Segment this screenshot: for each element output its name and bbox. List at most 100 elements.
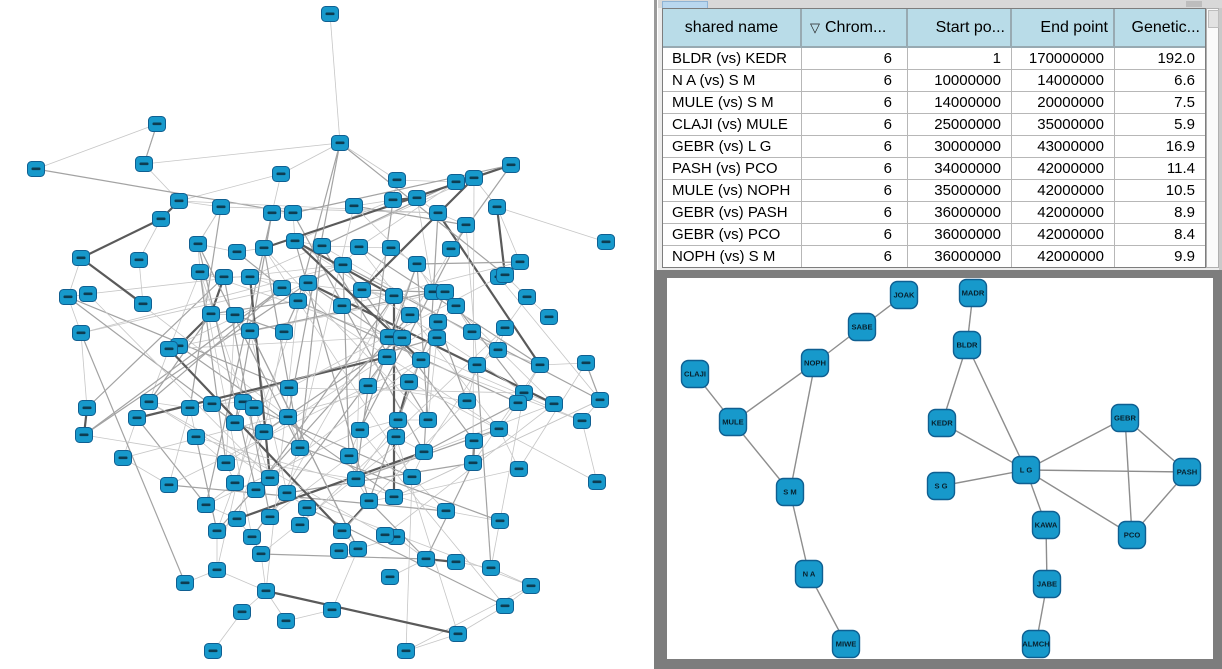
network-node[interactable] [252, 546, 270, 562]
network-node[interactable] [468, 357, 486, 373]
network-node[interactable] [128, 410, 146, 426]
subnetwork-node[interactable]: S G [926, 471, 956, 501]
subnetwork-node[interactable]: ALMCH [1021, 629, 1051, 659]
network-node[interactable] [333, 298, 351, 314]
subnetwork-node[interactable]: NOPH [800, 348, 830, 378]
network-node[interactable] [449, 626, 467, 642]
network-edge[interactable] [342, 264, 350, 457]
network-node[interactable] [59, 289, 77, 305]
network-node[interactable] [333, 523, 351, 539]
network-node[interactable] [257, 583, 275, 599]
network-node[interactable] [291, 517, 309, 533]
network-edge[interactable] [265, 300, 299, 592]
network-edge[interactable] [339, 142, 506, 276]
network-node[interactable] [78, 400, 96, 416]
network-edge[interactable] [405, 476, 413, 652]
network-node[interactable] [181, 400, 199, 416]
network-edge[interactable] [35, 168, 294, 214]
network-node[interactable] [72, 250, 90, 266]
network-node[interactable] [573, 413, 591, 429]
network-node[interactable] [436, 284, 454, 300]
network-node[interactable] [428, 330, 446, 346]
network-edge[interactable] [476, 364, 492, 569]
network-edge[interactable] [339, 142, 398, 181]
table-row[interactable]: GEBR (vs) PCO 6 36000000 42000000 8.4 [663, 224, 1205, 246]
network-edge[interactable] [86, 276, 225, 409]
network-node[interactable] [447, 298, 465, 314]
network-node[interactable] [191, 264, 209, 280]
network-node[interactable] [170, 193, 188, 209]
network-node[interactable] [321, 6, 339, 22]
horizontal-scroll-thumb[interactable] [1186, 1, 1202, 7]
network-node[interactable] [522, 578, 540, 594]
subnetwork-node[interactable]: PASH [1172, 457, 1202, 487]
network-edge[interactable] [87, 293, 271, 479]
subnetwork-node[interactable]: MIWE [831, 629, 861, 659]
filter-icon[interactable]: ▽ [810, 19, 820, 35]
network-edge[interactable] [329, 13, 341, 144]
network-node[interactable] [465, 170, 483, 186]
network-node[interactable] [228, 244, 246, 260]
network-node[interactable] [510, 461, 528, 477]
network-node[interactable] [419, 412, 437, 428]
network-edge[interactable] [148, 348, 170, 403]
network-node[interactable] [273, 280, 291, 296]
network-node[interactable] [496, 267, 514, 283]
network-node[interactable] [217, 455, 235, 471]
network-edge[interactable] [518, 362, 587, 470]
network-edge[interactable] [280, 142, 341, 175]
subnetwork-node[interactable]: MULE [718, 407, 748, 437]
network-node[interactable] [353, 282, 371, 298]
network-node[interactable] [482, 560, 500, 576]
network-node[interactable] [378, 349, 396, 365]
network-edge[interactable] [299, 245, 323, 449]
subnetwork-node[interactable]: JOAK [889, 280, 919, 310]
network-edge[interactable] [286, 462, 474, 494]
table-scrollbar[interactable] [1206, 8, 1219, 268]
network-edge[interactable] [498, 276, 601, 401]
network-edge[interactable] [361, 177, 475, 291]
subnetwork-node[interactable]: SABE [847, 312, 877, 342]
network-node[interactable] [208, 562, 226, 578]
network-edge[interactable] [496, 206, 521, 263]
network-node[interactable] [299, 275, 317, 291]
network-node[interactable] [491, 513, 509, 529]
network-node[interactable] [509, 395, 527, 411]
network-node[interactable] [72, 325, 90, 341]
network-edge[interactable] [288, 387, 525, 394]
table-row[interactable]: MULE (vs) NOPH 6 35000000 42000000 10.5 [663, 180, 1205, 202]
table-row[interactable]: N A (vs) S M 6 10000000 14000000 6.6 [663, 70, 1205, 92]
panel-splitter[interactable] [654, 0, 658, 270]
network-node[interactable] [275, 324, 293, 340]
network-node[interactable] [212, 199, 230, 215]
network-node[interactable] [429, 314, 447, 330]
network-node[interactable] [518, 289, 536, 305]
network-node[interactable] [597, 234, 615, 250]
network-node[interactable] [189, 236, 207, 252]
network-edge[interactable] [355, 403, 555, 480]
network-node[interactable] [140, 394, 158, 410]
network-edge[interactable] [148, 313, 212, 403]
network-node[interactable] [272, 166, 290, 182]
network-node[interactable] [415, 444, 433, 460]
network-edge[interactable] [358, 181, 457, 248]
network-node[interactable] [381, 569, 399, 585]
network-node[interactable] [490, 421, 508, 437]
network-node[interactable] [393, 330, 411, 346]
network-edge[interactable] [437, 212, 541, 366]
network-edge[interactable] [220, 206, 439, 214]
network-node[interactable] [408, 256, 426, 272]
network-node[interactable] [488, 199, 506, 215]
network-node[interactable] [233, 604, 251, 620]
network-edge[interactable] [210, 300, 299, 315]
network-edge[interactable] [321, 181, 457, 247]
network-node[interactable] [417, 551, 435, 567]
network-node[interactable] [291, 440, 309, 456]
network-edge[interactable] [178, 173, 282, 202]
network-node[interactable] [226, 475, 244, 491]
subnetwork-edge[interactable] [789, 362, 816, 493]
network-edge[interactable] [269, 295, 395, 518]
network-node[interactable] [226, 307, 244, 323]
network-node[interactable] [187, 429, 205, 445]
network-node[interactable] [429, 205, 447, 221]
